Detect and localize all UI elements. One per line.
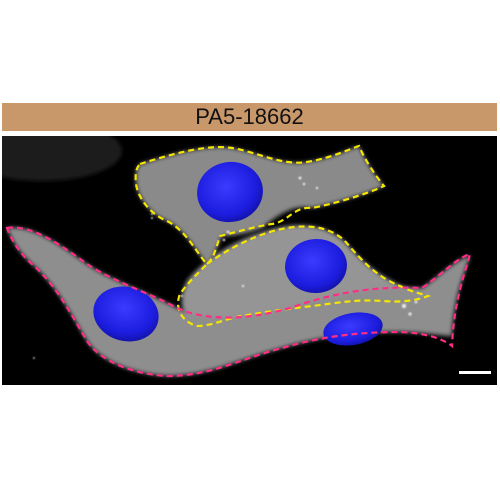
scale-bar: [459, 371, 491, 374]
fluorescence-micrograph: [2, 136, 497, 385]
micrograph-image: [2, 136, 497, 385]
antibody-label-bar: PA5-18662: [2, 103, 497, 131]
antibody-label: PA5-18662: [195, 104, 303, 130]
